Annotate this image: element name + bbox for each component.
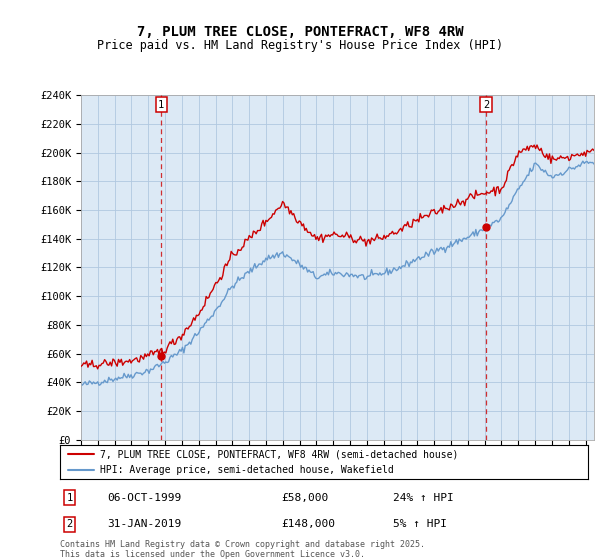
Text: HPI: Average price, semi-detached house, Wakefield: HPI: Average price, semi-detached house,… xyxy=(100,465,394,475)
Text: 2: 2 xyxy=(483,100,489,110)
Text: £148,000: £148,000 xyxy=(282,519,336,529)
Text: £58,000: £58,000 xyxy=(282,493,329,503)
Text: 1: 1 xyxy=(67,493,73,503)
Text: 7, PLUM TREE CLOSE, PONTEFRACT, WF8 4RW: 7, PLUM TREE CLOSE, PONTEFRACT, WF8 4RW xyxy=(137,25,463,39)
Text: Contains HM Land Registry data © Crown copyright and database right 2025.
This d: Contains HM Land Registry data © Crown c… xyxy=(60,540,425,559)
Text: 31-JAN-2019: 31-JAN-2019 xyxy=(107,519,182,529)
Text: Price paid vs. HM Land Registry's House Price Index (HPI): Price paid vs. HM Land Registry's House … xyxy=(97,39,503,52)
Text: 06-OCT-1999: 06-OCT-1999 xyxy=(107,493,182,503)
Text: 7, PLUM TREE CLOSE, PONTEFRACT, WF8 4RW (semi-detached house): 7, PLUM TREE CLOSE, PONTEFRACT, WF8 4RW … xyxy=(100,449,458,459)
Text: 24% ↑ HPI: 24% ↑ HPI xyxy=(392,493,454,503)
Text: 1: 1 xyxy=(158,100,164,110)
Text: 2: 2 xyxy=(67,519,73,529)
Text: 5% ↑ HPI: 5% ↑ HPI xyxy=(392,519,446,529)
